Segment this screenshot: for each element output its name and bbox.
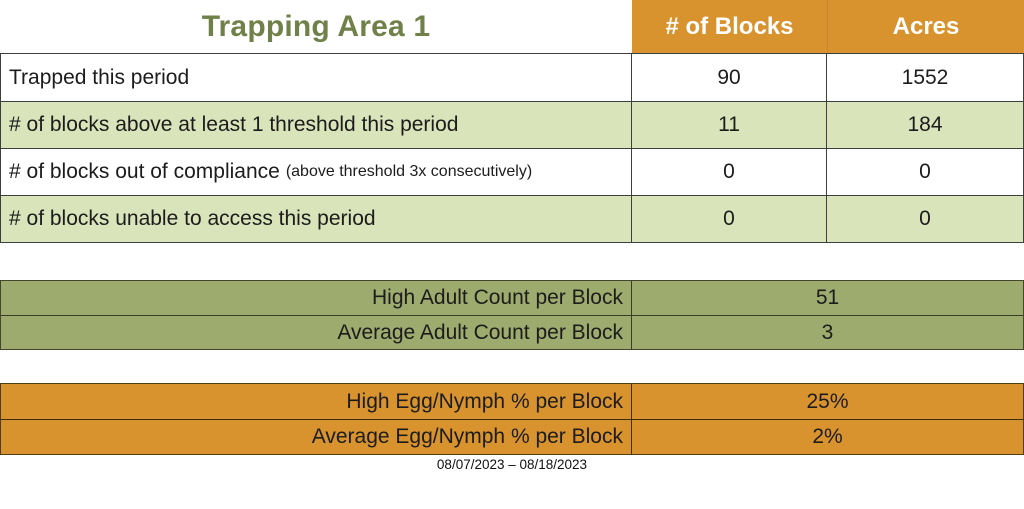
col-header-blocks: # of Blocks: [632, 0, 827, 53]
acres-value: 1552: [901, 65, 949, 89]
egg-average-row: Average Egg/Nymph % per Block 2%: [1, 419, 1023, 454]
stat-value: 3: [821, 320, 834, 344]
blocks-value: 0: [632, 149, 827, 195]
egg-high-row: High Egg/Nymph % per Block 25%: [1, 384, 1023, 419]
summary-row-above-threshold: # of blocks above at least 1 threshold t…: [1, 101, 1023, 148]
date-range: 08/07/2023 – 08/18/2023: [436, 457, 588, 472]
stat-label: High Egg/Nymph % per Block: [1, 384, 632, 419]
summary-row-unable-to-access: # of blocks unable to access this period…: [1, 195, 1023, 242]
row-label: Trapped this period: [1, 54, 632, 101]
stat-value: 25%: [806, 389, 849, 413]
summary-row-out-of-compliance: # of blocks out of compliance (above thr…: [1, 148, 1023, 195]
adult-average-row: Average Adult Count per Block 3: [1, 315, 1023, 349]
blocks-value: 11: [632, 102, 827, 148]
summary-table: Trapped this period 90 1552 # of blocks …: [0, 53, 1024, 243]
summary-row-trapped: Trapped this period 90 1552: [1, 54, 1023, 101]
blocks-value: 0: [632, 196, 827, 242]
row-label: # of blocks out of compliance (above thr…: [1, 149, 632, 195]
acres-value: 0: [919, 207, 931, 230]
stat-label: Average Adult Count per Block: [1, 316, 632, 349]
blocks-value: 90: [632, 54, 827, 101]
stat-label: Average Egg/Nymph % per Block: [1, 420, 632, 454]
acres-value: 184: [907, 113, 943, 136]
page-title: Trapping Area 1: [0, 0, 632, 53]
summary-table-header: Trapping Area 1 # of Blocks Acres: [0, 0, 1024, 53]
row-label-note: (above threshold 3x consecutively): [285, 163, 533, 180]
col-header-acres: Acres: [827, 0, 1024, 53]
stat-label: High Adult Count per Block: [1, 281, 632, 315]
egg-nymph-table: High Egg/Nymph % per Block 25% Average E…: [0, 383, 1024, 455]
stat-value: 51: [815, 286, 840, 309]
acres-value: 0: [919, 160, 931, 183]
adult-high-row: High Adult Count per Block 51: [1, 281, 1023, 315]
row-label: # of blocks unable to access this period: [1, 196, 632, 242]
stat-value: 2%: [812, 425, 843, 448]
row-label: # of blocks above at least 1 threshold t…: [1, 102, 632, 148]
adult-count-table: High Adult Count per Block 51 Average Ad…: [0, 280, 1024, 350]
